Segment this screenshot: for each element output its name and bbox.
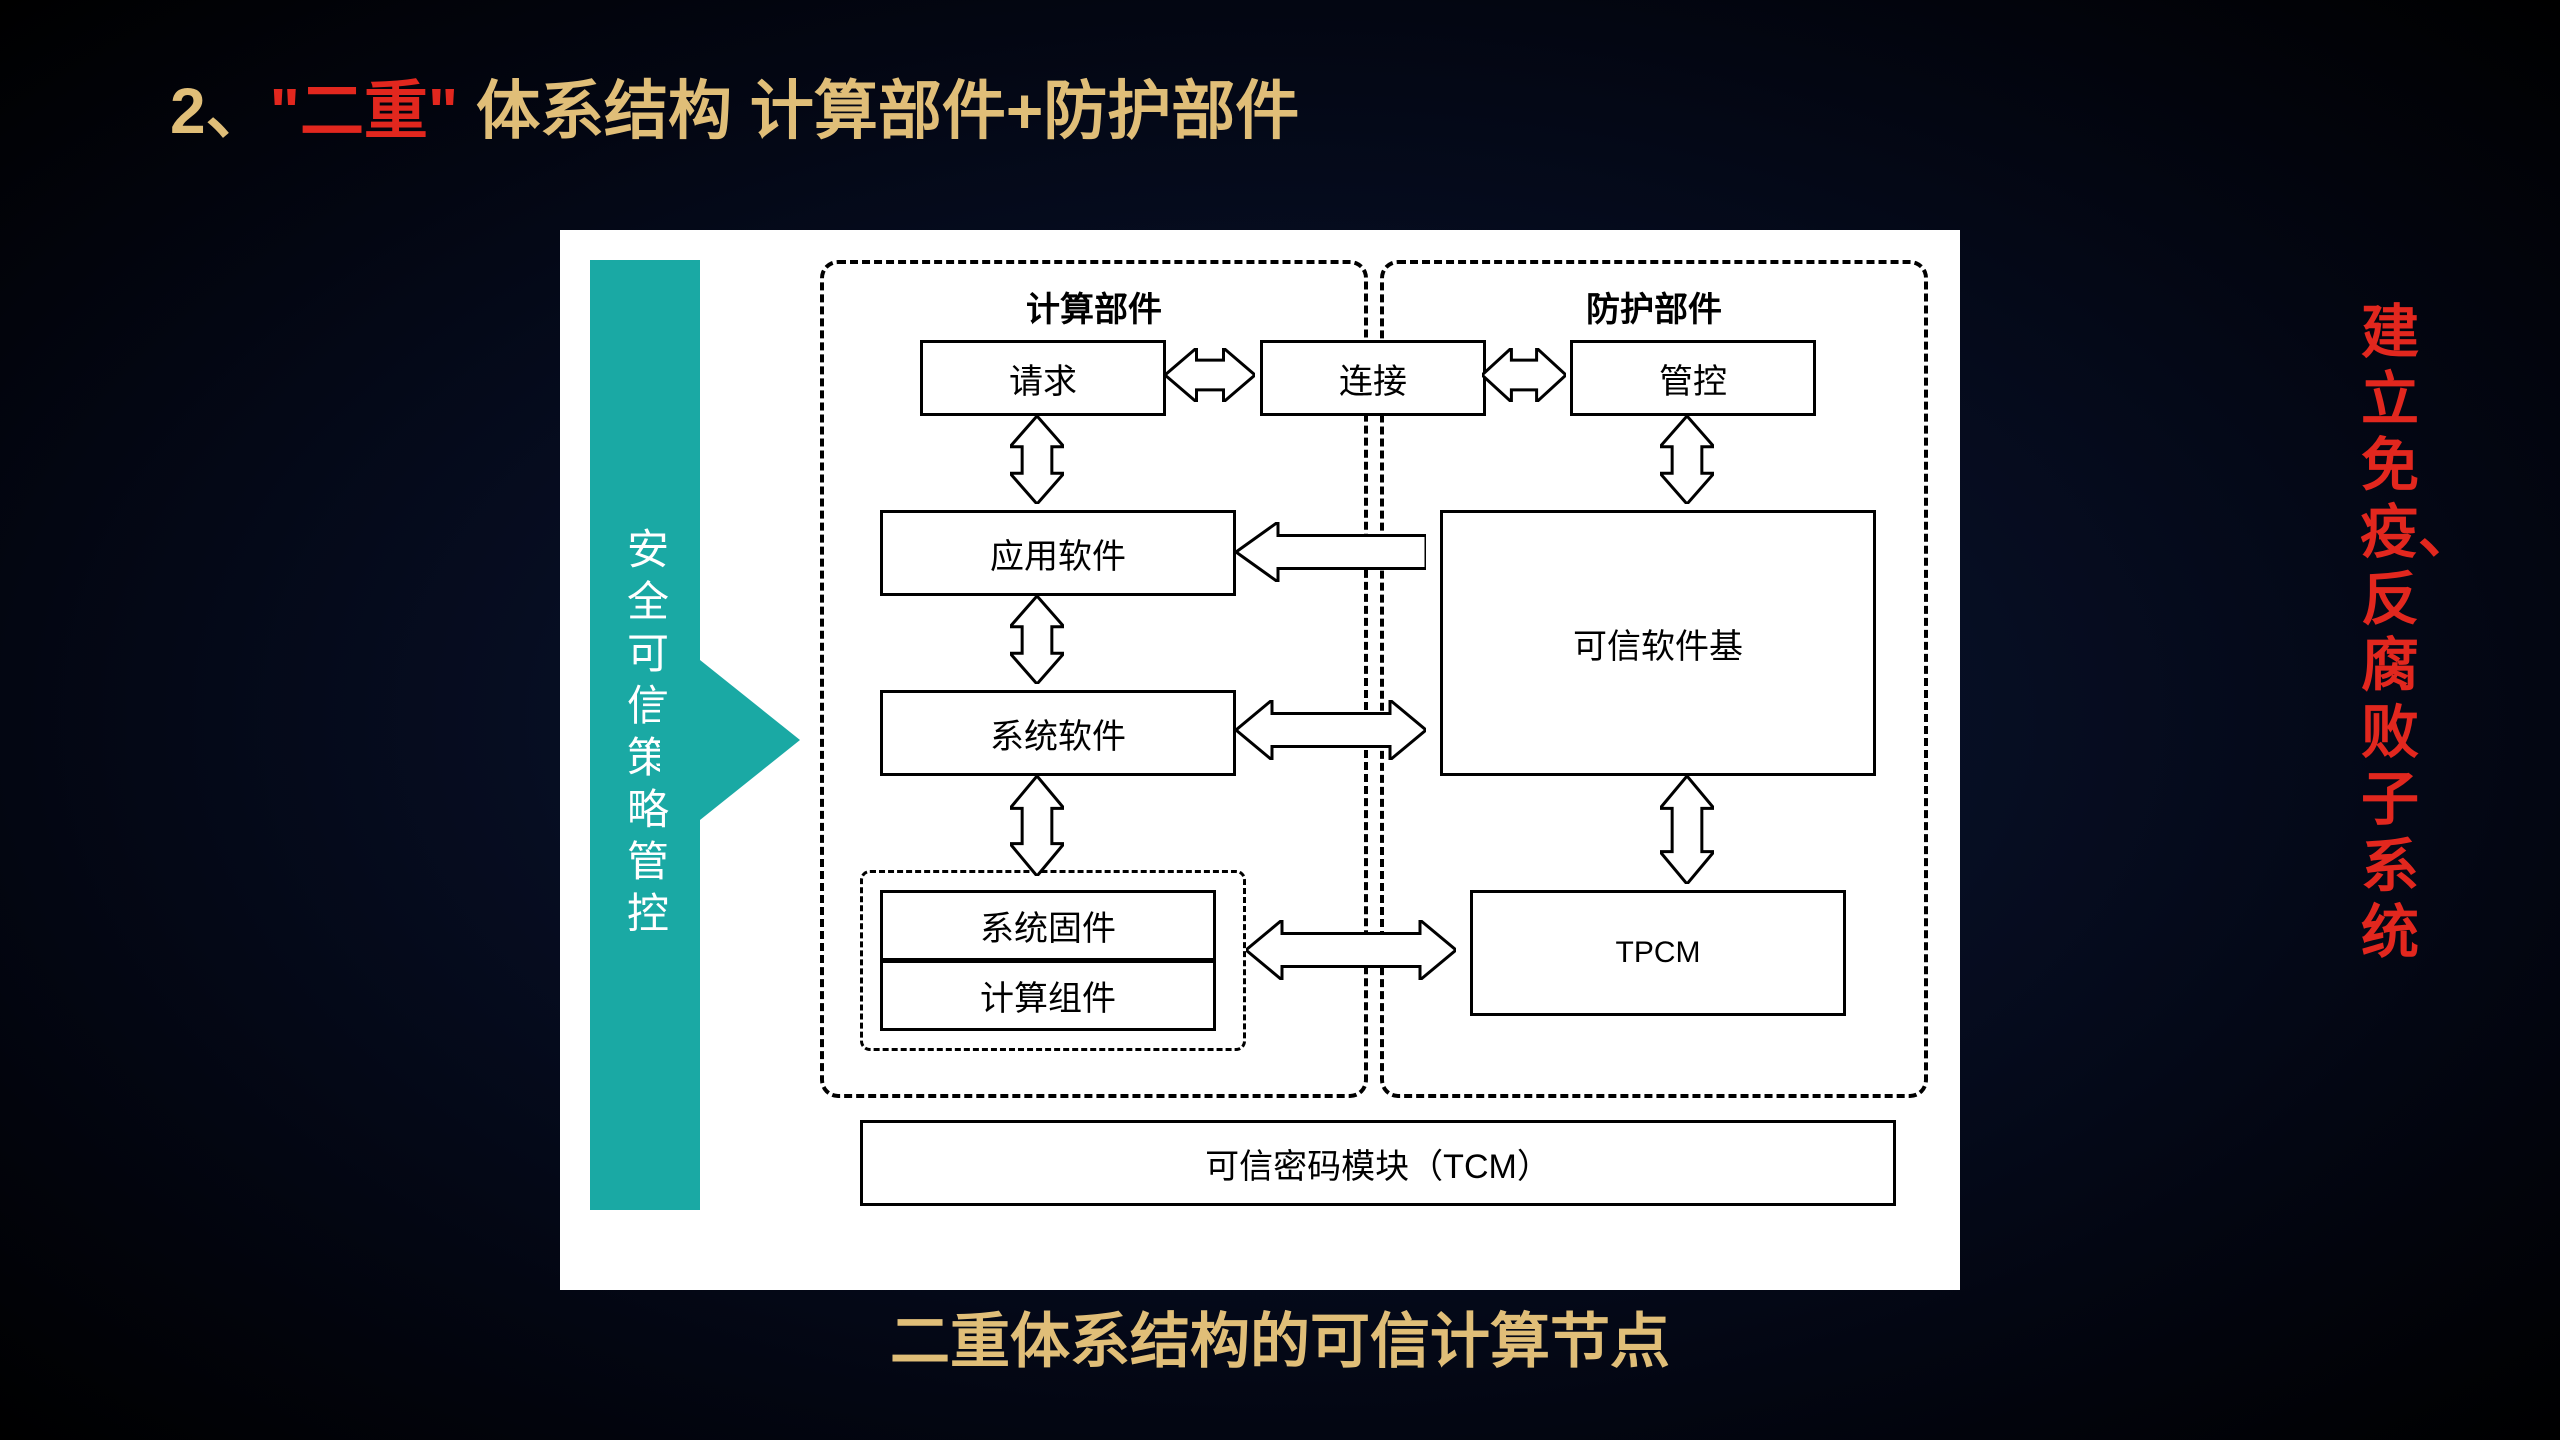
node-tsb: 可信软件基	[1440, 510, 1876, 776]
arrow-7	[1236, 522, 1426, 587]
slide-title: 2、"二重" 体系结构 计算部件+防护部件	[170, 60, 1299, 152]
diagram-caption: 二重体系结构的可信计算节点	[0, 1293, 2560, 1380]
title-number: 2、	[170, 75, 270, 147]
architecture-diagram: 安全可信策略管控 计算部件 防护部件 请求连接管控应用软件系统软件可信软件基系统…	[560, 230, 1960, 1290]
title-emphasis: "二重"	[270, 75, 459, 147]
node-tcm: 可信密码模块（TCM）	[860, 1120, 1896, 1206]
sidebar-arrow-icon	[700, 660, 800, 820]
node-request: 请求	[920, 340, 1166, 416]
column-protect-header: 防护部件	[1384, 282, 1924, 331]
side-vertical-callout: 建立免疫、反腐败子系统	[2360, 300, 2420, 967]
arrow-1	[1482, 348, 1566, 407]
arrow-3	[1010, 596, 1064, 689]
arrow-2	[1010, 416, 1064, 509]
arrow-0	[1165, 348, 1255, 407]
arrow-4	[1010, 776, 1064, 881]
node-tpcm: TPCM	[1470, 890, 1846, 1016]
arrow-8	[1236, 700, 1426, 765]
node-control: 管控	[1570, 340, 1816, 416]
node-connect: 连接	[1260, 340, 1486, 416]
slide: 2、"二重" 体系结构 计算部件+防护部件 建立免疫、反腐败子系统 安全可信策略…	[0, 0, 2560, 1440]
arrow-9	[1246, 920, 1456, 985]
title-rest: 体系结构 计算部件+防护部件	[458, 75, 1299, 147]
node-sys: 系统软件	[880, 690, 1236, 776]
column-compute-header: 计算部件	[824, 282, 1364, 331]
arrow-5	[1660, 416, 1714, 509]
firmware-group-dash	[860, 870, 1246, 1051]
node-app: 应用软件	[880, 510, 1236, 596]
arrow-6	[1660, 776, 1714, 889]
